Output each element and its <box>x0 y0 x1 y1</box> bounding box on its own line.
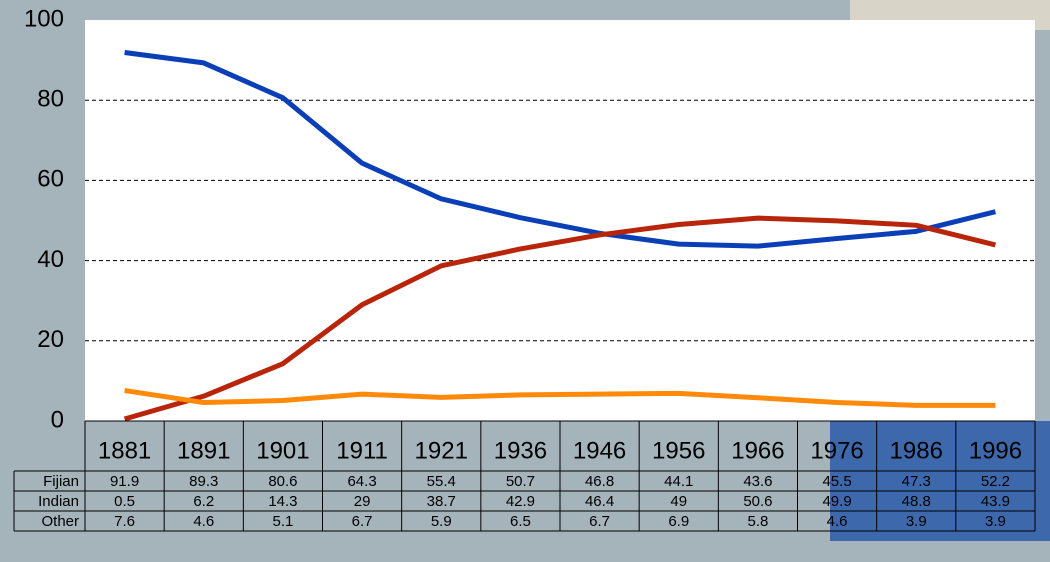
x-tick-label: 1891 <box>177 437 230 464</box>
table-cell: 38.7 <box>427 493 456 510</box>
y-tick-label: 60 <box>37 166 64 193</box>
table-cell: 49.9 <box>822 493 851 510</box>
y-tick-label: 80 <box>37 86 64 113</box>
table-cell: 43.6 <box>743 473 772 490</box>
table-cell: 43.9 <box>981 493 1010 510</box>
table-cell: 91.9 <box>110 473 139 490</box>
table-cell: 52.2 <box>981 473 1010 490</box>
page: 0 20 40 60 80 100 1881 1891 1901 1911 1921 1936 1946… <box>0 0 1050 562</box>
y-tick-label: 0 <box>51 406 64 433</box>
table-cell: 89.3 <box>189 473 218 490</box>
table-row-label: Indian <box>38 493 79 510</box>
table-cell: 29 <box>354 493 371 510</box>
table-cell: 42.9 <box>506 493 535 510</box>
table-row-label: Fijian <box>43 473 79 490</box>
table-cell: 45.5 <box>822 473 851 490</box>
x-tick-label: 1996 <box>969 437 1022 464</box>
table-cell: 6.2 <box>193 493 214 510</box>
table-cell: 7.6 <box>114 513 135 530</box>
table-cell: 4.6 <box>193 513 214 530</box>
table-cell: 80.6 <box>268 473 297 490</box>
table-cell: 50.6 <box>743 493 772 510</box>
chart: 0 20 40 60 80 100 1881 1891 1901 1911 1921 1936 1946… <box>0 0 1050 562</box>
table-cell: 0.5 <box>114 493 135 510</box>
table-cell: 3.9 <box>906 513 927 530</box>
x-tick-label: 1976 <box>810 437 863 464</box>
table-cell: 46.8 <box>585 473 614 490</box>
x-tick-label: 1901 <box>256 437 309 464</box>
table-cell: 64.3 <box>347 473 376 490</box>
x-tick-label: 1986 <box>890 437 943 464</box>
y-tick-label: 100 <box>24 5 64 32</box>
x-tick-label: 1946 <box>573 437 626 464</box>
table-cell: 5.1 <box>272 513 293 530</box>
x-tick-label: 1956 <box>652 437 705 464</box>
table-cell: 48.8 <box>902 493 931 510</box>
x-tick-label: 1966 <box>731 437 784 464</box>
table-cell: 50.7 <box>506 473 535 490</box>
table-cell: 5.9 <box>431 513 452 530</box>
table-cell: 46.4 <box>585 493 614 510</box>
table-cell: 49 <box>670 493 687 510</box>
table-row-label: Other <box>41 513 79 530</box>
x-tick-label: 1921 <box>415 437 468 464</box>
table-cell: 6.7 <box>352 513 373 530</box>
table-cell: 5.8 <box>747 513 768 530</box>
table-cell: 44.1 <box>664 473 693 490</box>
table-cell: 6.9 <box>668 513 689 530</box>
table-cell: 3.9 <box>985 513 1006 530</box>
x-tick-label: 1881 <box>98 437 151 464</box>
table-cell: 6.5 <box>510 513 531 530</box>
x-tick-label: 1936 <box>494 437 547 464</box>
y-tick-label: 20 <box>37 326 64 353</box>
table-cell: 55.4 <box>427 473 456 490</box>
y-tick-label: 40 <box>37 246 64 273</box>
table-cell: 14.3 <box>268 493 297 510</box>
table-cell: 4.6 <box>827 513 848 530</box>
table-cell: 47.3 <box>902 473 931 490</box>
table-cell: 6.7 <box>589 513 610 530</box>
x-tick-label: 1911 <box>336 437 388 464</box>
plot-area <box>85 20 1035 421</box>
